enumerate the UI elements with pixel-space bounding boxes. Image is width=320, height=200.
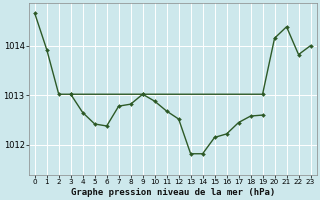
X-axis label: Graphe pression niveau de la mer (hPa): Graphe pression niveau de la mer (hPa) (70, 188, 275, 197)
